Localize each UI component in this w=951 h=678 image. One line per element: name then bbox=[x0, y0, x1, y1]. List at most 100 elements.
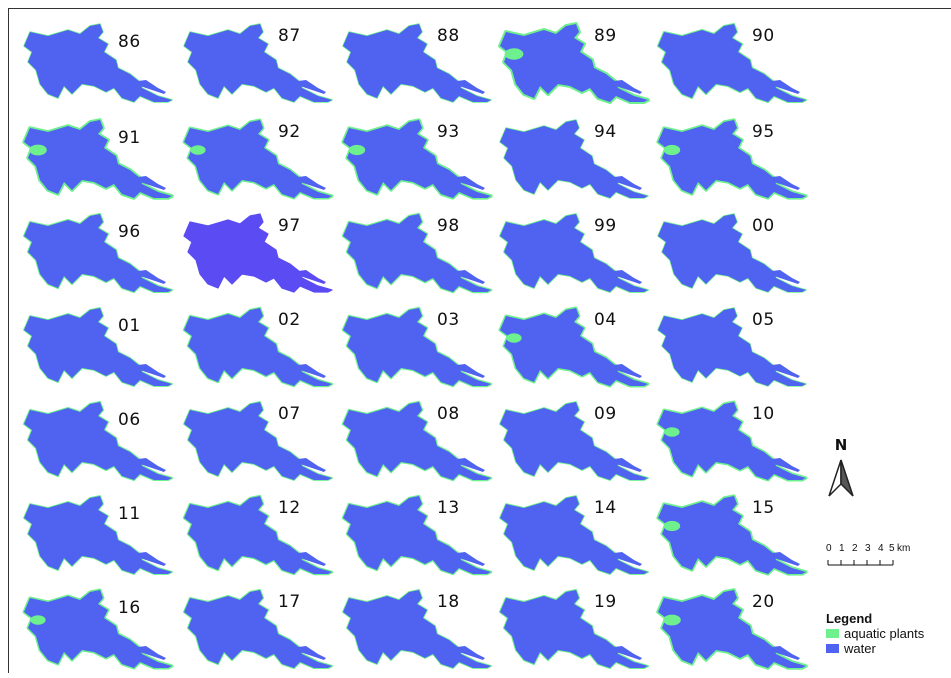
reservoir-panel: 94 bbox=[494, 118, 654, 208]
reservoir-map bbox=[22, 118, 174, 200]
scale-tick-label: 3 bbox=[865, 543, 871, 554]
reservoir-map bbox=[22, 588, 174, 670]
reservoir-map bbox=[182, 306, 334, 388]
legend-label: water bbox=[844, 641, 876, 656]
water-area bbox=[343, 24, 491, 102]
water-area bbox=[24, 24, 172, 102]
reservoir-map bbox=[22, 400, 174, 482]
aquatic-plants-patch bbox=[664, 427, 680, 437]
aquatic-plants-patch bbox=[348, 144, 366, 156]
water-channel bbox=[606, 80, 642, 94]
reservoir-panel: 03 bbox=[337, 306, 497, 396]
water-area bbox=[500, 402, 648, 480]
water-area bbox=[184, 214, 332, 292]
reservoir-panel: 06 bbox=[18, 400, 178, 490]
water-area bbox=[500, 214, 648, 292]
reservoir-panel: 90 bbox=[652, 22, 812, 112]
reservoir-panel: 10 bbox=[652, 400, 812, 490]
water-channel bbox=[606, 458, 642, 472]
reservoir-map bbox=[342, 23, 492, 103]
year-label: 96 bbox=[118, 222, 141, 242]
reservoir-map bbox=[183, 23, 333, 103]
year-label: 98 bbox=[437, 216, 460, 236]
year-label: 99 bbox=[594, 216, 617, 236]
reservoir-panel: 89 bbox=[494, 22, 654, 112]
water-channel bbox=[290, 364, 326, 378]
year-label: 97 bbox=[278, 216, 301, 236]
year-label: 11 bbox=[118, 504, 141, 524]
year-label: 91 bbox=[118, 128, 141, 148]
reservoir-panel: 93 bbox=[337, 118, 497, 208]
reservoir-panel: 91 bbox=[18, 118, 178, 208]
reservoir-map bbox=[498, 588, 650, 670]
water-channel bbox=[764, 270, 800, 284]
water-area bbox=[184, 24, 332, 102]
water-channel bbox=[449, 458, 485, 472]
legend-swatch bbox=[826, 629, 839, 638]
reservoir-map bbox=[183, 213, 333, 293]
water-area bbox=[24, 308, 172, 386]
reservoir-panel: 18 bbox=[337, 588, 497, 678]
legend-label: aquatic plants bbox=[844, 626, 925, 641]
water-channel bbox=[130, 364, 166, 378]
aquatic-plants-patch bbox=[30, 615, 46, 625]
year-label: 05 bbox=[752, 310, 775, 330]
legend-item-water: water bbox=[826, 641, 951, 656]
reservoir-panel: 08 bbox=[337, 400, 497, 490]
reservoir-map bbox=[341, 400, 493, 482]
water-channel bbox=[449, 270, 485, 284]
aquatic-plants-patch bbox=[190, 145, 206, 155]
north-arrow: N bbox=[826, 436, 856, 500]
water-area bbox=[24, 402, 172, 480]
water-channel bbox=[290, 552, 326, 566]
year-label: 92 bbox=[278, 122, 301, 142]
north-arrow-icon bbox=[828, 459, 854, 497]
water-channel bbox=[764, 552, 800, 566]
reservoir-map bbox=[22, 212, 174, 294]
water-area bbox=[184, 308, 332, 386]
reservoir-panel: 01 bbox=[18, 306, 178, 396]
scale-tick-label: 2 bbox=[852, 543, 858, 554]
water-channel bbox=[130, 552, 166, 566]
year-label: 10 bbox=[752, 404, 775, 424]
year-label: 20 bbox=[752, 592, 775, 612]
water-area bbox=[343, 214, 491, 292]
year-label: 04 bbox=[594, 310, 617, 330]
reservoir-map bbox=[656, 588, 808, 670]
reservoir-map bbox=[182, 118, 334, 200]
reservoir-map bbox=[341, 118, 493, 200]
aquatic-plants-patch bbox=[663, 520, 681, 532]
water-area bbox=[343, 402, 491, 480]
water-channel bbox=[764, 80, 800, 94]
reservoir-map bbox=[341, 306, 493, 388]
reservoir-panel: 98 bbox=[337, 212, 497, 302]
year-label: 08 bbox=[437, 404, 460, 424]
scale-tick-label: 4 bbox=[878, 543, 884, 554]
reservoir-panel: 99 bbox=[494, 212, 654, 302]
reservoir-panel: 11 bbox=[18, 494, 178, 584]
year-label: 07 bbox=[278, 404, 301, 424]
reservoir-map bbox=[499, 119, 649, 199]
water-channel bbox=[130, 646, 166, 660]
reservoir-panel: 04 bbox=[494, 306, 654, 396]
water-channel bbox=[764, 646, 800, 660]
year-label: 18 bbox=[437, 592, 460, 612]
water-channel bbox=[130, 80, 166, 94]
water-area bbox=[343, 590, 491, 668]
year-label: 03 bbox=[437, 310, 460, 330]
water-channel bbox=[449, 552, 485, 566]
water-area bbox=[500, 590, 648, 668]
water-area bbox=[343, 496, 491, 574]
reservoir-map bbox=[23, 23, 173, 103]
legend-title: Legend bbox=[826, 611, 873, 626]
year-label: 06 bbox=[118, 410, 141, 430]
year-label: 88 bbox=[437, 26, 460, 46]
aquatic-plants-patch bbox=[506, 333, 522, 343]
year-label: 89 bbox=[594, 26, 617, 46]
water-channel bbox=[130, 458, 166, 472]
reservoir-map bbox=[182, 494, 334, 576]
scale-tick-label: 1 bbox=[839, 543, 845, 554]
water-channel bbox=[606, 646, 642, 660]
reservoir-map bbox=[499, 213, 649, 293]
water-channel bbox=[449, 364, 485, 378]
